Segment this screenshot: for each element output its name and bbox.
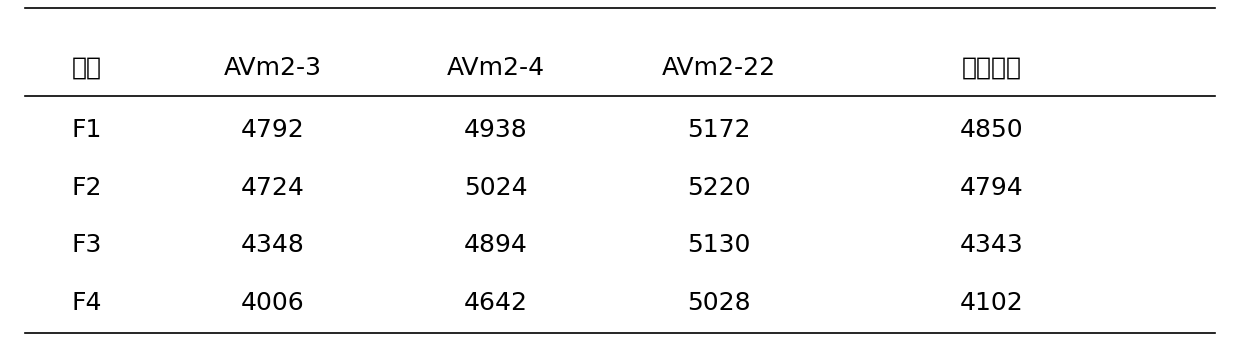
Text: 5028: 5028 bbox=[687, 290, 751, 315]
Text: 代数: 代数 bbox=[72, 55, 102, 80]
Text: 4894: 4894 bbox=[464, 233, 528, 257]
Text: 4348: 4348 bbox=[241, 233, 305, 257]
Text: 4724: 4724 bbox=[241, 175, 305, 200]
Text: 出发菌种: 出发菌种 bbox=[962, 55, 1022, 80]
Text: 4006: 4006 bbox=[241, 290, 305, 315]
Text: 5220: 5220 bbox=[687, 175, 751, 200]
Text: F3: F3 bbox=[72, 233, 102, 257]
Text: F4: F4 bbox=[72, 290, 102, 315]
Text: 5130: 5130 bbox=[687, 233, 751, 257]
Text: 4642: 4642 bbox=[464, 290, 528, 315]
Text: F2: F2 bbox=[72, 175, 102, 200]
Text: 5024: 5024 bbox=[464, 175, 528, 200]
Text: 4938: 4938 bbox=[464, 118, 528, 142]
Text: 4794: 4794 bbox=[960, 175, 1024, 200]
Text: 4850: 4850 bbox=[960, 118, 1024, 142]
Text: 4792: 4792 bbox=[241, 118, 305, 142]
Text: 4343: 4343 bbox=[960, 233, 1024, 257]
Text: 5172: 5172 bbox=[687, 118, 751, 142]
Text: F1: F1 bbox=[72, 118, 102, 142]
Text: AVm2-22: AVm2-22 bbox=[662, 55, 776, 80]
Text: AVm2-3: AVm2-3 bbox=[223, 55, 322, 80]
Text: AVm2-4: AVm2-4 bbox=[446, 55, 546, 80]
Text: 4102: 4102 bbox=[960, 290, 1024, 315]
